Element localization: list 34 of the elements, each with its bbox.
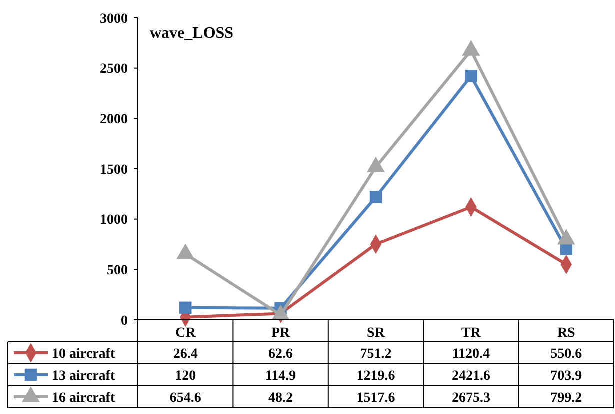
y-tick-label: 1000 — [100, 213, 128, 228]
y-tick-label: 500 — [107, 264, 128, 279]
legend-label: 10 aircraft — [52, 346, 116, 362]
chart-title: wave_LOSS — [150, 25, 234, 42]
data-label: 550.6 — [550, 346, 582, 362]
data-label: 1219.6 — [356, 368, 396, 384]
x-tick-label: PR — [271, 326, 292, 341]
point — [179, 302, 192, 314]
data-label: 2675.3 — [452, 390, 490, 406]
data-label: 751.2 — [360, 346, 392, 362]
data-label: 1120.4 — [452, 346, 490, 362]
y-tick-label: 2500 — [100, 62, 128, 78]
y-tick-label: 3000 — [100, 12, 128, 27]
data-label: 1517.6 — [356, 390, 396, 406]
data-label: 62.6 — [268, 346, 294, 362]
y-tick-label: 2000 — [100, 112, 128, 128]
data-label: 799.2 — [550, 390, 582, 406]
data-label: 654.6 — [170, 390, 202, 406]
y-tick-label: 1500 — [100, 162, 128, 178]
legend-label: 13 aircraft — [52, 368, 116, 384]
legend-label: 16 aircraft — [52, 390, 116, 406]
x-tick-label: CR — [175, 326, 197, 341]
data-label: 703.9 — [550, 368, 582, 384]
data-label: 120 — [175, 368, 196, 384]
x-tick-label: RS — [557, 326, 576, 341]
data-label: 48.2 — [268, 390, 294, 406]
point — [370, 191, 382, 204]
x-tick-label: SR — [367, 326, 386, 341]
x-tick-label: TR — [461, 326, 482, 341]
point — [465, 70, 478, 82]
y-tick-label: 0 — [121, 314, 128, 329]
data-label: 2421.6 — [452, 368, 490, 384]
data-label: 26.4 — [173, 346, 198, 362]
data-label: 114.9 — [265, 368, 296, 384]
